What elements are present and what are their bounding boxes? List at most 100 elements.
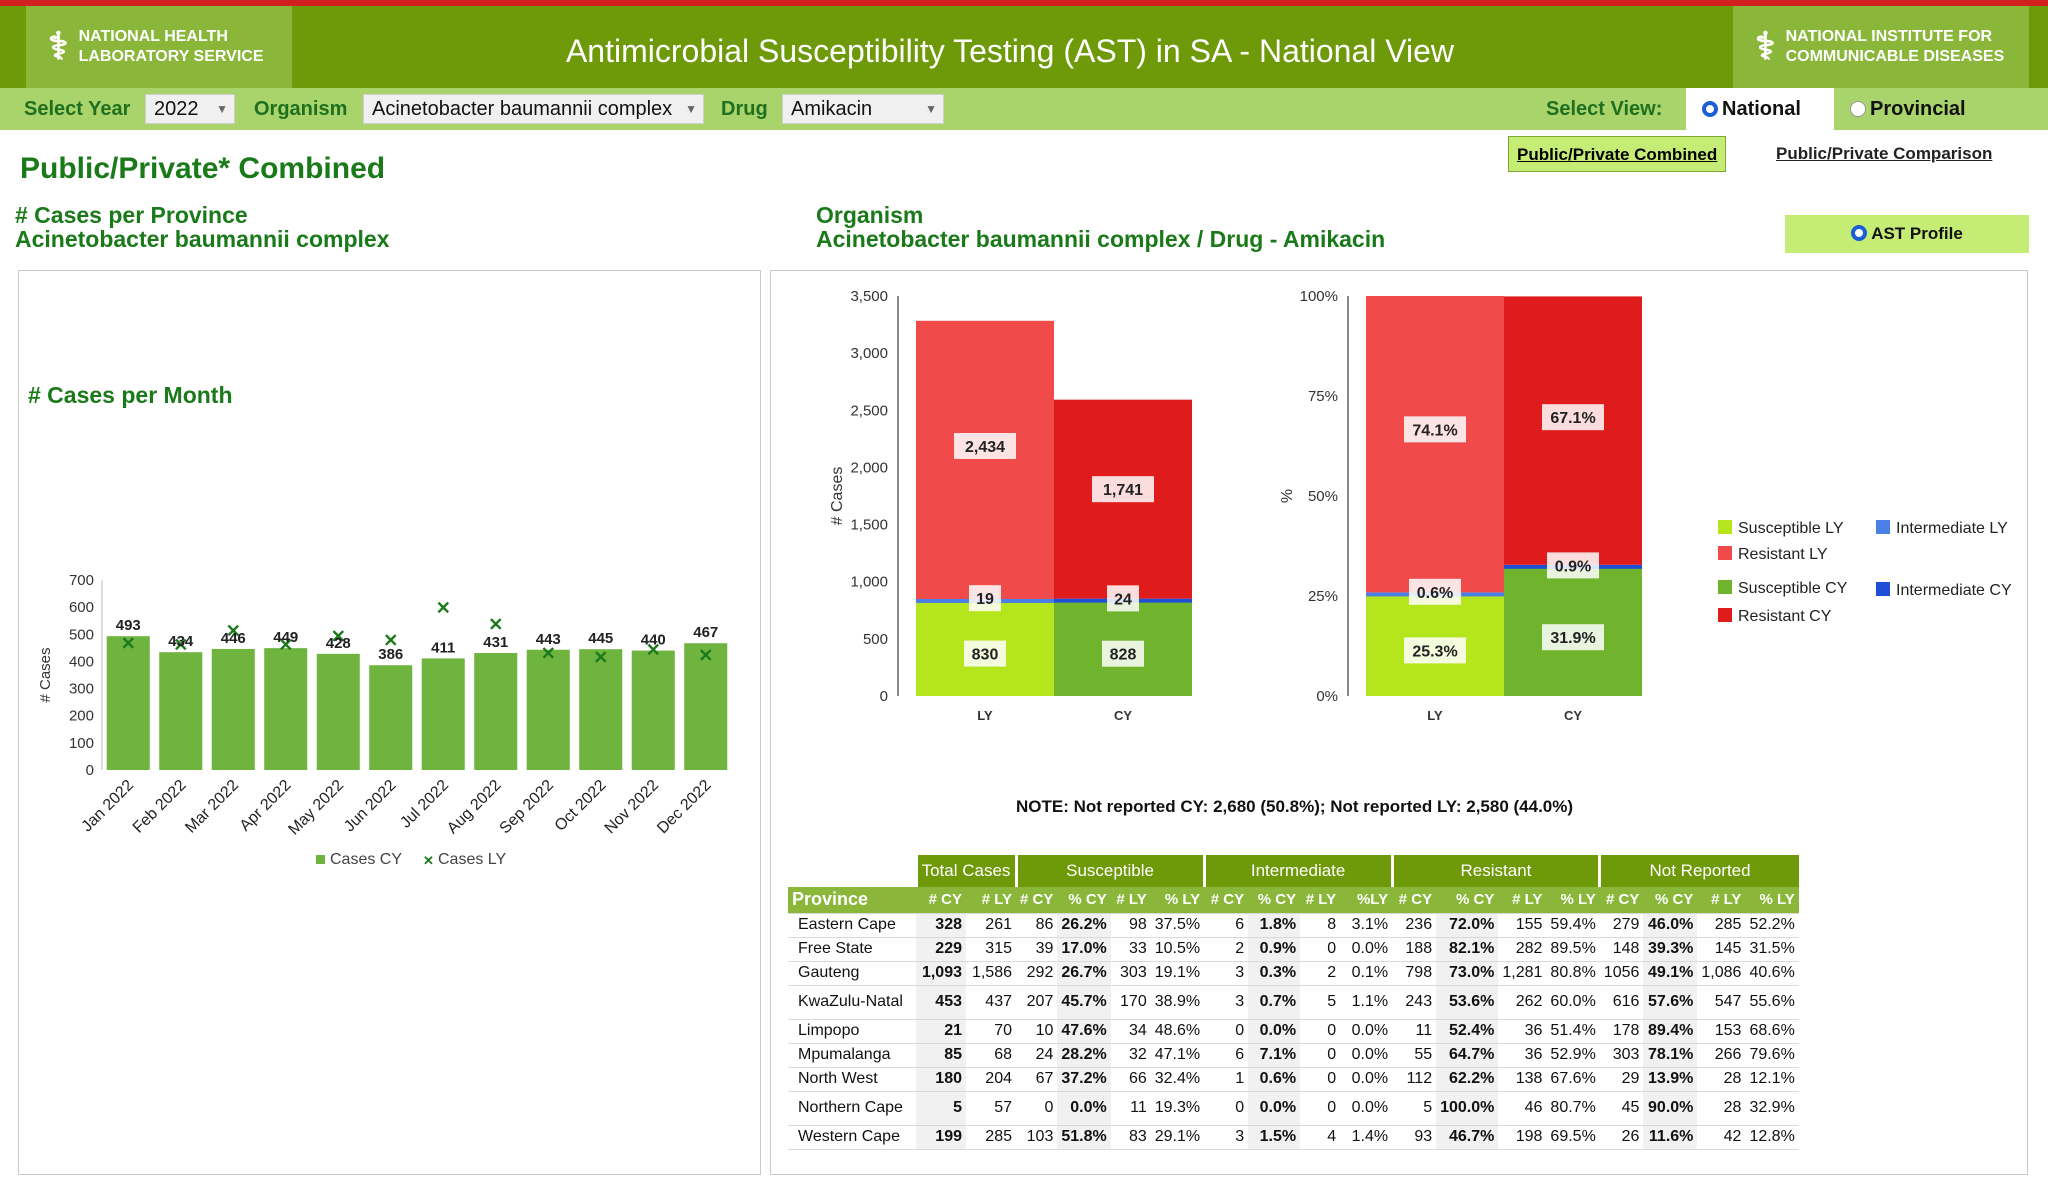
table-cell: 46 [1498, 1091, 1547, 1126]
table-cell: 2 [1300, 961, 1341, 986]
table-cell: 52.4% [1436, 1019, 1499, 1044]
table-cell: 46.7% [1436, 1125, 1499, 1150]
province-cell: Western Cape [788, 1125, 916, 1150]
table-cell: 60.0% [1546, 985, 1600, 1020]
table-cell: 12.8% [1745, 1125, 1799, 1150]
data-label: 449 [273, 629, 298, 646]
table-cell: 0.6% [1248, 1067, 1301, 1092]
table-cell: 1.8% [1248, 913, 1301, 938]
data-label-box [1547, 552, 1599, 579]
legend-marker: ✕ [423, 853, 434, 868]
table-row: Eastern Cape 328 261 86 26.2% 98 37.5% 6 1.8% 8 3.… [788, 913, 1799, 938]
legend-swatch [1876, 582, 1890, 596]
left-panel [18, 270, 761, 1175]
table-cell: 266 [1697, 1043, 1746, 1068]
table-cell: 11 [1392, 1019, 1437, 1044]
table-cell: 13.9% [1643, 1067, 1698, 1092]
table-cell: 26.7% [1057, 961, 1111, 986]
x-tick-label: Mar 2022 [182, 777, 242, 837]
table-cell: 5 [916, 1091, 966, 1126]
drug-select[interactable]: Amikacin ▼ [782, 94, 944, 124]
legend-resistant-ly: Resistant LY [1718, 546, 1828, 564]
table-cell: 328 [916, 913, 966, 938]
bar-segment-resistant-ly [916, 320, 1054, 599]
marker-cases-ly: ✕ [278, 635, 293, 655]
table-cell: 0 [1016, 1091, 1058, 1126]
table-cell: 21 [916, 1019, 966, 1044]
data-label: 443 [536, 631, 561, 648]
table-group-header: Total Cases Susceptible Intermediate Resist… [788, 855, 1799, 887]
table-row: Western Cape 199 285 103 51.8% 83 29.1% 3 1.5% 4 1… [788, 1125, 1799, 1150]
y-tick-label: 3,500 [850, 288, 888, 305]
table-cell: 52.2% [1745, 913, 1799, 938]
data-label: 828 [1110, 647, 1137, 664]
table-cell: 0 [1300, 1091, 1341, 1126]
ast-profile-button[interactable]: AST Profile [1785, 215, 2029, 253]
table-cell: 6 [1204, 913, 1249, 938]
view-provincial-radio[interactable]: Provincial [1834, 88, 2010, 130]
table-column-header-cell: # CY [1392, 887, 1437, 914]
table-cell: 32.9% [1745, 1091, 1799, 1126]
table-column-header-cell: % CY [1057, 887, 1111, 914]
table-cell: 28 [1697, 1091, 1746, 1126]
table-column-header-cell: # CY [1016, 887, 1058, 914]
legend-swatch [316, 855, 325, 864]
marker-cases-ly: ✕ [173, 635, 188, 655]
y-tick-label: 200 [69, 708, 94, 725]
organism-select[interactable]: Acinetobacter baumannii complex ▼ [363, 94, 704, 124]
table-cell: 3 [1204, 985, 1249, 1020]
nhls-emblem-icon: ⚕ [48, 26, 69, 68]
org-title-line2: Acinetobacter baumannii complex / Drug -… [816, 226, 1386, 252]
table-cell: 282 [1498, 937, 1547, 962]
table-column-header-cell: # LY [966, 887, 1016, 914]
data-label: 386 [378, 646, 403, 663]
table-cell: 178 [1599, 1019, 1644, 1044]
view-national-label: National [1722, 98, 1801, 120]
table-cell: 437 [966, 985, 1016, 1020]
table-cell: 39.3% [1643, 937, 1698, 962]
table-column-header-cell: % CY [1248, 887, 1301, 914]
y-tick-label: 2,000 [850, 459, 888, 476]
table-cell: 0.0% [1340, 937, 1393, 962]
table-cell: 3 [1204, 961, 1249, 986]
table-cell: 80.8% [1546, 961, 1600, 986]
table-cell: 1,586 [966, 961, 1016, 986]
cases-title-line2: Acinetobacter baumannii complex [15, 226, 390, 252]
y-tick-label: 500 [69, 626, 94, 643]
table-cell: 86 [1016, 913, 1058, 938]
tab-public-private-comparison[interactable]: Public/Private Comparison [1776, 144, 1993, 163]
data-label-box [1404, 416, 1466, 443]
radio-selected-icon [1702, 101, 1718, 117]
table-cell: 69.5% [1546, 1125, 1600, 1150]
table-cell: 0.7% [1248, 985, 1301, 1020]
x-tick-label: Sep 2022 [497, 777, 558, 838]
marker-cases-ly: ✕ [698, 646, 713, 666]
view-national-radio[interactable]: National [1686, 88, 1834, 130]
table-cell: 261 [966, 913, 1016, 938]
table-group-header-cell: Susceptible [1014, 855, 1205, 887]
table-cell: 0 [1300, 1043, 1341, 1068]
data-label: 74.1% [1412, 422, 1457, 439]
table-cell: 0.0% [1248, 1091, 1301, 1126]
table-cell: 11 [1110, 1091, 1151, 1126]
table-cell: 6 [1204, 1043, 1249, 1068]
radio-unselected-icon [1850, 101, 1866, 117]
year-select[interactable]: 2022 ▼ [145, 94, 235, 124]
table-column-header-cell: # LY [1110, 887, 1151, 914]
table-cell: 3 [1204, 1125, 1249, 1150]
table-cell: 0.0% [1340, 1043, 1393, 1068]
data-label-box [1542, 404, 1604, 431]
table-cell: 26 [1599, 1125, 1644, 1150]
table-row: Northern Cape 5 57 0 0.0% 11 19.3% 0 0.0% 0 0.0% 5 1… [788, 1091, 1799, 1126]
legend-resistant-cy: Resistant CY [1718, 608, 1831, 626]
table-column-header-cell: % CY [1436, 887, 1499, 914]
table-cell: 0 [1204, 1019, 1249, 1044]
table-cell: 83 [1110, 1125, 1151, 1150]
table-row: North West 180 204 67 37.2% 66 32.4% 1 0.6% 0 0.0%… [788, 1067, 1799, 1092]
data-label: 411 [431, 639, 455, 656]
tab-public-private-combined[interactable]: Public/Private Combined [1508, 136, 1727, 172]
legend-susceptible-cy: Susceptible CY [1718, 580, 1847, 598]
legend-swatch [1718, 608, 1732, 622]
y-tick-label: 0% [1316, 688, 1338, 705]
nhls-logo: ⚕ NATIONAL HEALTH LABORATORY SERVICE [26, 6, 292, 88]
